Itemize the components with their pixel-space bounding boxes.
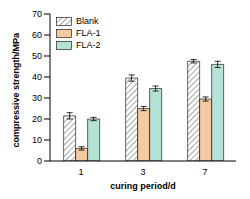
svg-text:7: 7: [202, 167, 207, 177]
svg-text:0: 0: [37, 156, 42, 166]
svg-text:1: 1: [78, 167, 83, 177]
svg-text:20: 20: [32, 114, 42, 124]
svg-text:compressive strength/MPa: compressive strength/MPa: [11, 32, 21, 148]
svg-text:curing period/d: curing period/d: [110, 181, 176, 191]
svg-text:50: 50: [32, 51, 42, 61]
html-text:FLA-1: FLA-1: [76, 28, 101, 38]
html-text:Blank: Blank: [76, 16, 99, 26]
svg-text:40: 40: [32, 72, 42, 82]
html-text:FLA-2: FLA-2: [76, 40, 101, 50]
svg-text:3: 3: [140, 167, 145, 177]
svg-text:10: 10: [32, 135, 42, 145]
svg-text:60: 60: [32, 30, 42, 40]
svg-text:30: 30: [32, 93, 42, 103]
svg-text:70: 70: [32, 9, 42, 19]
